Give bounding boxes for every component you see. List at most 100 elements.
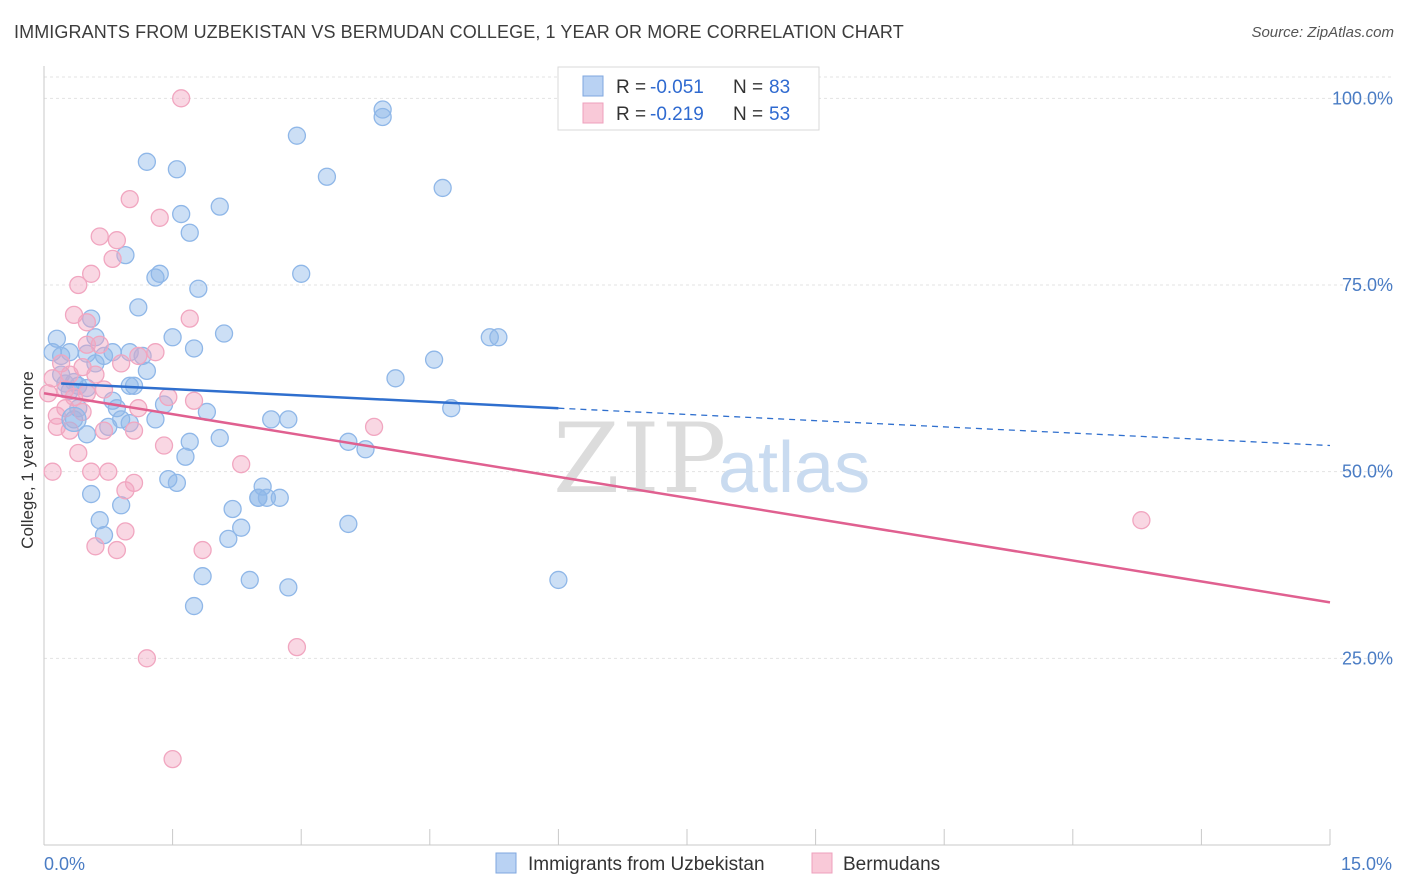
x-tick-label: 0.0% bbox=[44, 854, 85, 874]
bermudans-point bbox=[82, 264, 101, 283]
uzbekistan-point bbox=[223, 499, 242, 519]
bermudans-point bbox=[232, 455, 251, 474]
bermudans-point bbox=[287, 637, 307, 657]
uzbekistan-point bbox=[210, 197, 229, 216]
bermudans-point bbox=[90, 227, 109, 246]
trend-lines bbox=[43, 382, 1331, 604]
uzbekistan-point bbox=[214, 324, 234, 343]
uzbekistan-trend-line bbox=[61, 382, 559, 410]
uzbekistan-point bbox=[339, 514, 358, 534]
bermudans-point bbox=[47, 406, 67, 425]
bottom-legend-swatch-bermudans bbox=[811, 852, 833, 874]
bermudans-point bbox=[77, 313, 97, 332]
bermudans-point bbox=[90, 335, 109, 354]
uzbekistan-point bbox=[317, 167, 337, 186]
watermark: ZIP atlas bbox=[553, 403, 870, 515]
uzbekistan-point bbox=[163, 328, 182, 347]
legend-swatch-bermudans bbox=[582, 102, 604, 124]
uzbekistan-point bbox=[549, 570, 568, 590]
uzbekistan-point bbox=[373, 100, 392, 119]
legend-swatch-uzbekistan bbox=[582, 75, 604, 97]
uzbekistan-point bbox=[210, 428, 229, 448]
legend-r-value-uzbekistan: -0.051 bbox=[650, 77, 704, 98]
legend: R = -0.051 N = 83 R = -0.219 N = 53 bbox=[557, 66, 820, 131]
uzbekistan-point bbox=[180, 432, 199, 451]
x-tick-label: 15.0% bbox=[1341, 854, 1392, 874]
uzbekistan-point bbox=[189, 279, 208, 298]
uzbekistan-point bbox=[257, 488, 277, 507]
uzbekistan-point bbox=[176, 447, 195, 466]
uzbekistan-point bbox=[270, 488, 289, 507]
bermudans-trend-line bbox=[43, 392, 1331, 604]
uzbekistan-point bbox=[287, 126, 307, 145]
y-axis-label: College, 1 year or more bbox=[18, 371, 37, 549]
uzbekistan-point bbox=[180, 223, 199, 242]
uzbekistan-point bbox=[137, 361, 157, 381]
bermudans-point bbox=[112, 354, 131, 373]
watermark-zip: ZIP bbox=[553, 403, 728, 515]
uzbekistan-point bbox=[47, 329, 67, 348]
y-tick-label: 100.0% bbox=[1332, 88, 1393, 108]
bermudans-point bbox=[82, 462, 101, 481]
y-tick-label: 25.0% bbox=[1342, 648, 1393, 668]
bermudans-point bbox=[163, 749, 182, 769]
bermudans-point bbox=[172, 89, 191, 108]
legend-n-value-bermudans: 53 bbox=[769, 104, 790, 125]
uzbekistan-point bbox=[167, 473, 187, 493]
legend-r-label-1: R = bbox=[616, 77, 646, 98]
uzbekistan-point bbox=[279, 410, 298, 429]
bermudans-point bbox=[180, 309, 199, 328]
bermudans-point bbox=[116, 522, 135, 541]
uzbekistan-point bbox=[61, 406, 87, 433]
gridlines bbox=[44, 76, 1392, 659]
legend-r-label-2: R = bbox=[616, 104, 646, 125]
uzbekistan-point bbox=[94, 346, 114, 366]
chart-title: IMMIGRANTS FROM UZBEKISTAN VS BERMUDAN C… bbox=[14, 22, 904, 42]
uzbekistan-point bbox=[279, 578, 298, 597]
y-tick-label: 75.0% bbox=[1342, 275, 1393, 295]
legend-n-label-1: N = bbox=[733, 77, 763, 98]
uzbekistan-point bbox=[386, 369, 405, 388]
uzbekistan-point bbox=[373, 107, 392, 127]
watermark-atlas: atlas bbox=[718, 428, 870, 508]
bermudans-point bbox=[99, 462, 118, 481]
bermudans-point bbox=[124, 421, 144, 440]
bermudans-point bbox=[94, 380, 114, 399]
bermudans-point bbox=[146, 343, 165, 362]
uzbekistan-point bbox=[193, 567, 212, 586]
uzbekistan-point bbox=[184, 339, 204, 358]
bermudans-point bbox=[137, 649, 157, 668]
bermudans-point bbox=[43, 369, 62, 388]
uzbekistan-point bbox=[433, 178, 452, 198]
legend-r-value-bermudans: -0.219 bbox=[650, 104, 704, 125]
legend-n-label-2: N = bbox=[733, 104, 763, 125]
bermudans-point bbox=[69, 275, 88, 295]
axes: 100.0% 75.0% 50.0% 25.0% 0.0% 15.0% bbox=[43, 66, 1393, 874]
bermudans-point bbox=[150, 208, 169, 227]
bermudans-point bbox=[86, 537, 105, 556]
bermudans-point bbox=[1132, 511, 1151, 530]
uzbekistan-point bbox=[150, 264, 169, 283]
bermudans-point bbox=[193, 540, 212, 560]
y-tick-label: 50.0% bbox=[1342, 462, 1393, 482]
uzbekistan-point bbox=[137, 152, 157, 171]
uzbekistan-point bbox=[232, 518, 251, 537]
bermudans-point bbox=[69, 443, 88, 463]
bermudans-point bbox=[77, 335, 97, 354]
bermudans-point bbox=[364, 417, 384, 437]
bermudans-point bbox=[154, 436, 174, 455]
bermudans-point bbox=[107, 540, 127, 560]
uzbekistan-point bbox=[129, 298, 148, 317]
bermudans-point bbox=[43, 462, 62, 481]
source-label: Source: ZipAtlas.com bbox=[1251, 24, 1394, 41]
bottom-legend-label-bermudans: Bermudans bbox=[843, 854, 940, 875]
bottom-legend: Immigrants from Uzbekistan Bermudans bbox=[495, 852, 940, 875]
bermudans-point bbox=[129, 346, 148, 366]
bottom-legend-swatch-uzbekistan bbox=[495, 852, 517, 874]
uzbekistan-point bbox=[184, 596, 204, 616]
uzbekistan-point bbox=[253, 477, 272, 496]
uzbekistan-point bbox=[240, 570, 259, 590]
uzbekistan-point bbox=[489, 328, 508, 347]
uzbekistan-point bbox=[262, 410, 281, 429]
uzbekistan-point bbox=[292, 264, 311, 283]
